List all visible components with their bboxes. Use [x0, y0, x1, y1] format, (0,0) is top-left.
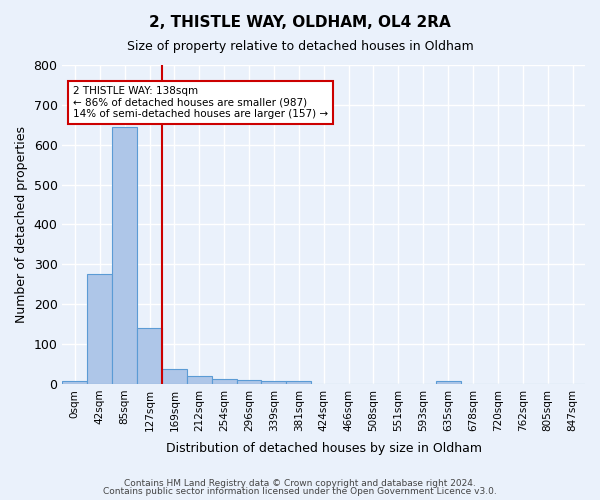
- Bar: [212, 378, 236, 384]
- Text: Contains HM Land Registry data © Crown copyright and database right 2024.: Contains HM Land Registry data © Crown c…: [124, 478, 476, 488]
- Text: Size of property relative to detached houses in Oldham: Size of property relative to detached ho…: [127, 40, 473, 53]
- Bar: [286, 380, 311, 384]
- Text: 2 THISTLE WAY: 138sqm
← 86% of detached houses are smaller (987)
14% of semi-det: 2 THISTLE WAY: 138sqm ← 86% of detached …: [73, 86, 328, 119]
- Text: Contains public sector information licensed under the Open Government Licence v3: Contains public sector information licen…: [103, 487, 497, 496]
- X-axis label: Distribution of detached houses by size in Oldham: Distribution of detached houses by size …: [166, 442, 482, 455]
- Text: 2, THISTLE WAY, OLDHAM, OL4 2RA: 2, THISTLE WAY, OLDHAM, OL4 2RA: [149, 15, 451, 30]
- Bar: [187, 376, 212, 384]
- Bar: [262, 380, 286, 384]
- Bar: [436, 381, 461, 384]
- Bar: [62, 381, 88, 384]
- Bar: [162, 369, 187, 384]
- Bar: [137, 328, 162, 384]
- Y-axis label: Number of detached properties: Number of detached properties: [15, 126, 28, 323]
- Bar: [88, 274, 112, 384]
- Bar: [236, 380, 262, 384]
- Bar: [112, 127, 137, 384]
